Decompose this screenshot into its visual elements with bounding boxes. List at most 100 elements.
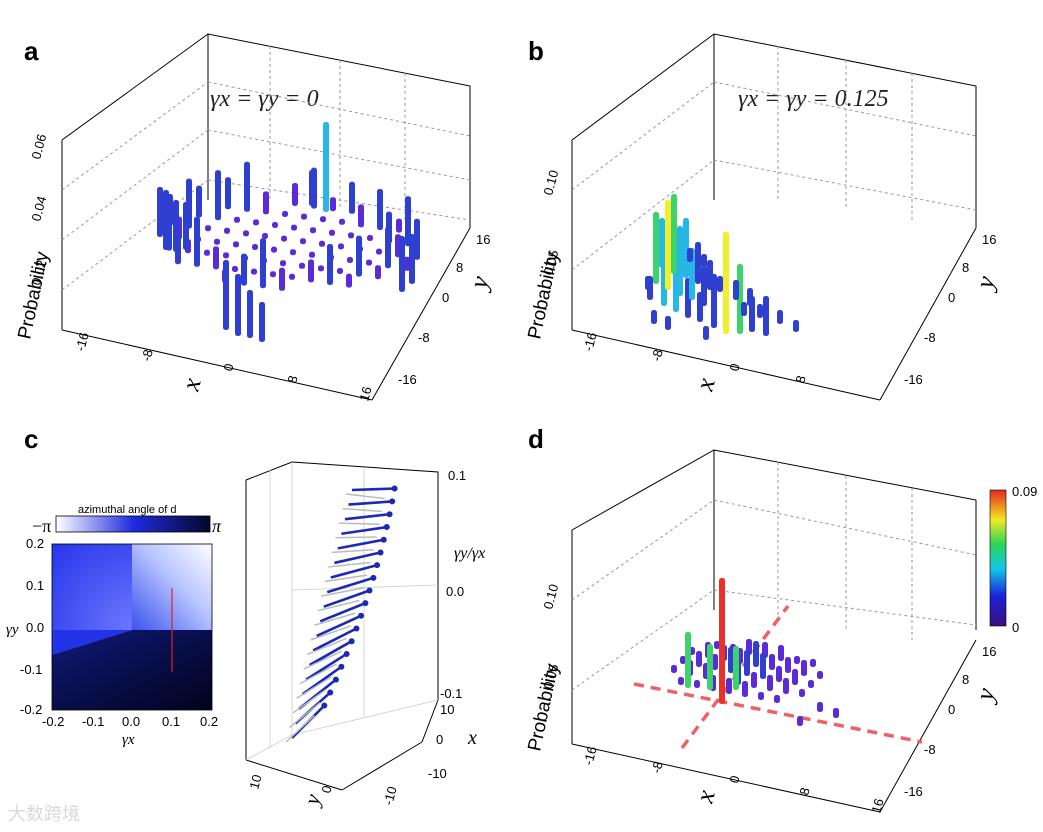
arrow-x-tick-0: 10 (440, 702, 454, 717)
arrow-c (309, 640, 353, 667)
x-tick-b-0: -16 (580, 331, 599, 353)
y-tick-a-3: -8 (418, 330, 430, 345)
bar-d (783, 678, 789, 694)
arrow-c (312, 627, 358, 652)
arrow-c (344, 512, 390, 521)
bar-a (292, 183, 298, 206)
arrow-c (316, 614, 362, 638)
bar-d (769, 654, 775, 670)
bar-a (224, 227, 230, 234)
bar-d (694, 680, 700, 688)
x-tick-a-4: 16 (356, 385, 374, 403)
colorbar-d-max: 0.09 (1012, 484, 1037, 499)
bar-a (233, 241, 239, 248)
arrow-z-tick-0: 0.1 (448, 468, 466, 483)
panel-a-bars (157, 122, 420, 342)
panel-label-b: b (528, 36, 544, 66)
y-tick-d-4: -16 (904, 784, 923, 799)
arrow-c-head (343, 650, 350, 657)
bar-b (741, 302, 747, 316)
formula-b: γx = γy = 0.125 (738, 86, 889, 112)
bar-b (701, 266, 707, 306)
heatmap-c-upper-right (132, 544, 212, 630)
bar-a (318, 265, 324, 272)
bar-d (810, 659, 816, 667)
bar-b (653, 212, 659, 284)
bar-d (799, 689, 805, 697)
bar-a (367, 235, 373, 241)
panel-b-bars (645, 194, 799, 340)
bar-a (232, 266, 238, 272)
y-tick-b-1: 8 (962, 260, 969, 275)
bar-a (404, 256, 410, 271)
arrow-c-head (370, 574, 377, 581)
y-tick-a-0: 16 (476, 232, 490, 247)
bar-b (733, 280, 739, 300)
bar-b (659, 218, 665, 268)
bar-d (714, 641, 720, 649)
bar-d (767, 675, 773, 691)
bar-a (405, 196, 411, 247)
arrow-c-shadow (303, 650, 342, 670)
bar-a (157, 187, 163, 237)
heatmap-x-tick-2: 0.0 (122, 714, 140, 729)
arrow-c-shadow (296, 676, 332, 699)
arrow-y-tick-0: 10 (246, 773, 264, 791)
arrow-c-shadow (345, 493, 385, 500)
arrow-c-shadow (285, 715, 315, 743)
arrow-c-shadow (338, 522, 380, 526)
y-tick-b-4: -16 (904, 372, 923, 387)
heatmap-x-tick-0: -0.2 (42, 714, 64, 729)
bar-a (396, 218, 402, 233)
bar-d (801, 660, 807, 676)
x-tick-a-2: 0 (220, 362, 236, 373)
arrow-c-shadow (342, 507, 383, 513)
arrow-c-head (321, 702, 328, 709)
x-tick-d-3: 8 (796, 786, 812, 797)
bar-d (792, 669, 798, 685)
bar-a (377, 189, 383, 230)
bar-b (777, 310, 783, 324)
bar-a (329, 229, 335, 236)
bar-d (696, 651, 702, 667)
x-tick-d-0: -16 (580, 745, 599, 767)
arrow-c-shadow (310, 625, 352, 641)
heatmap-x-tick-3: 0.1 (162, 714, 180, 729)
bar-d (785, 657, 791, 673)
dashed-line-horizontal (633, 682, 923, 744)
y-tick-b-3: -8 (924, 330, 936, 345)
bar-a (301, 213, 307, 220)
bar-d (751, 672, 757, 688)
bar-a-tall (259, 302, 265, 342)
arrow-c-head (374, 562, 381, 569)
bar-b (711, 274, 717, 328)
bar-d (744, 650, 750, 676)
bar-a (260, 238, 266, 289)
y-tick-a-1: 8 (456, 260, 463, 275)
bar-a (320, 216, 326, 223)
arrow-z-tick-2: -0.1 (440, 686, 462, 701)
colorbar-c-min: −π (32, 516, 51, 536)
bar-d-mid (707, 644, 713, 690)
arrow-c-head (353, 625, 360, 632)
z-tick-b-1: 0.05 (540, 248, 561, 276)
arrow-c-head (348, 638, 355, 645)
arrow-z-tick-1: 0.0 (446, 584, 464, 599)
colorbar-c (55, 515, 211, 533)
y-tick-b-0: 16 (982, 232, 996, 247)
bar-a (349, 181, 355, 214)
arrow-c (348, 500, 393, 506)
arrow-c (341, 525, 387, 536)
bar-d (742, 681, 748, 697)
bar-a (299, 262, 305, 269)
bar-b (703, 326, 709, 340)
bar-a (282, 211, 288, 217)
x-tick-a-0: -16 (72, 331, 91, 353)
bar-a (213, 246, 219, 270)
bar-d (797, 716, 803, 726)
bar-a (214, 238, 220, 245)
arrow-c-head (332, 676, 339, 683)
bar-a-peak (323, 122, 329, 212)
bar-a (243, 230, 249, 237)
bar-b (701, 254, 707, 268)
